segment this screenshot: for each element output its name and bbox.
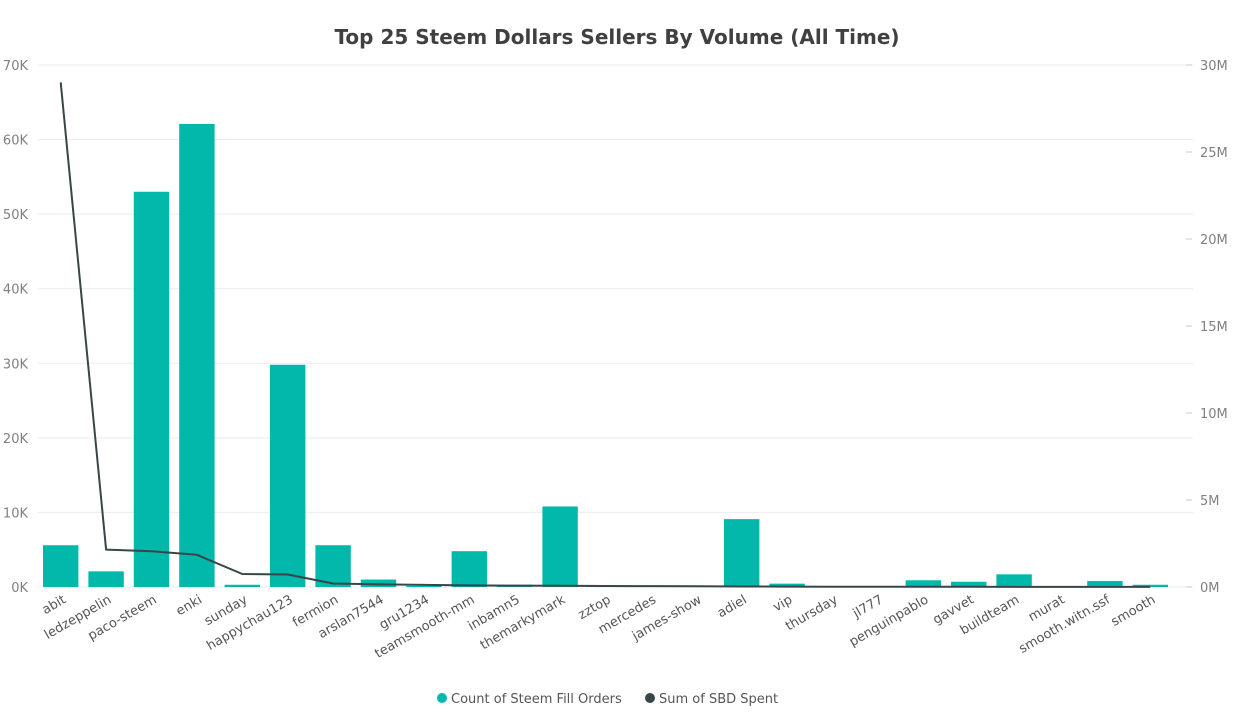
bar-smooth.witn.ssf[interactable] [1087,581,1123,587]
y-axis-left: 0K 10K 20K 30K 40K 50K 60K 70K [3,59,29,596]
y-left-tick-label: 30K [3,357,29,372]
bar-series-fill-orders [42,123,1169,587]
x-tick-label: penguinpablo [847,592,932,649]
y-right-tick-label: 5M [1200,494,1220,509]
bar-buildteam[interactable] [996,574,1032,587]
bar-smooth[interactable] [1132,584,1169,587]
y-left-tick-label: 20K [3,432,29,447]
legend[interactable]: Count of Steem Fill Orders Sum of SBD Sp… [437,692,778,707]
bar-happychau123[interactable] [269,364,306,587]
y-right-tick-label: 0M [1200,581,1220,596]
x-tick-label: enki [174,592,205,619]
y-left-tick-label: 50K [3,208,29,223]
chart-title: Top 25 Steem Dollars Sellers By Volume (… [334,25,899,49]
bar-abit[interactable] [42,545,79,587]
x-tick-label: abit [40,592,69,617]
y-left-tick-label: 40K [3,283,29,298]
line-path-sbd-spent[interactable] [59,82,1151,588]
y-right-tick-label: 25M [1200,146,1228,161]
x-tick-label: vip [771,592,795,615]
y-right-tick-label: 10M [1200,407,1228,422]
bar-adiel[interactable] [723,519,760,587]
y-left-tick-label: 0K [11,581,28,596]
y-left-tick-label: 10K [3,506,29,521]
legend-label-sbd-spent[interactable]: Sum of SBD Spent [659,692,778,707]
y-right-tick-label: 20M [1200,233,1228,248]
y-left-tick-label: 60K [3,134,29,149]
bar-gru1234[interactable] [406,585,442,587]
legend-marker-fill-orders [437,693,447,703]
bar-arslan7544[interactable] [360,579,397,587]
y-right-tick-label: 30M [1200,59,1228,74]
y-left-tick-label: 70K [3,59,29,74]
bar-sunday[interactable] [224,584,261,587]
bar-teamsmooth-mm[interactable] [451,551,488,587]
line-series-sbd-spent [59,82,1151,588]
legend-marker-sbd-spent [645,693,655,703]
x-tick-label: smooth [1109,592,1159,629]
y-axis-right: 0M 5M 10M 15M 20M 25M 30M [1186,59,1228,596]
y-right-tick-label: 15M [1200,320,1228,335]
bar-gavvet[interactable] [950,581,987,587]
gridlines [38,64,1193,588]
x-tick-label: adiel [715,592,750,621]
legend-label-fill-orders[interactable]: Count of Steem Fill Orders [451,692,622,707]
bar-vip[interactable] [769,583,805,587]
bar-themarkymark[interactable] [542,506,578,587]
bar-ledzeppelin[interactable] [88,571,124,587]
bar-penguinpablo[interactable] [905,580,942,587]
bar-fermion[interactable] [315,545,351,587]
x-tick-label: thursday [783,592,841,634]
bar-enki[interactable] [179,123,215,587]
bar-paco-steem[interactable] [133,191,170,587]
